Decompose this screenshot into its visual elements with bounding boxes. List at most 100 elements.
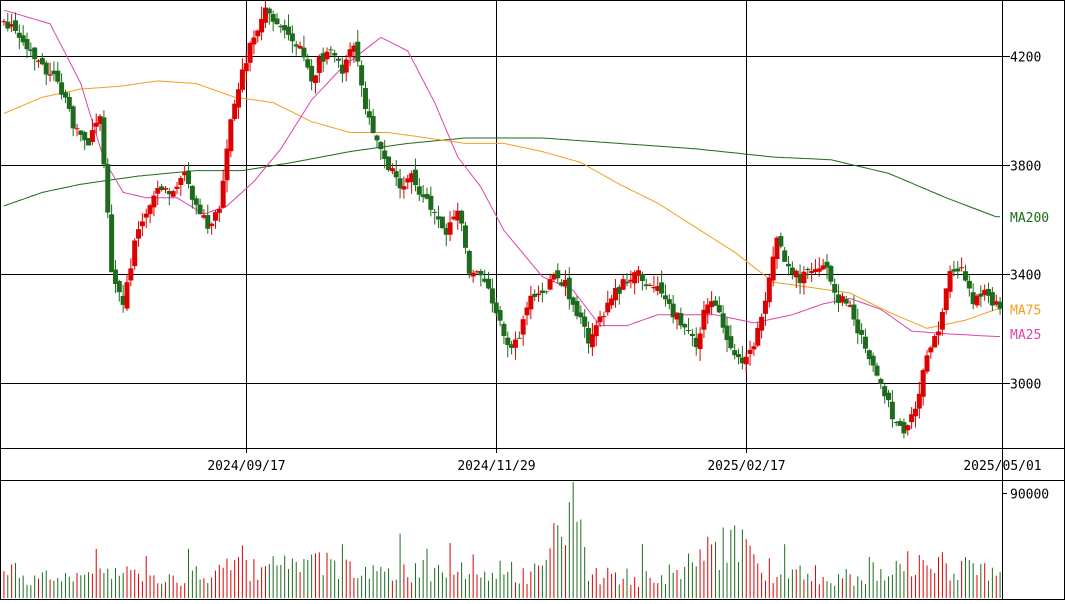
candle-body — [120, 295, 126, 305]
candle-body — [9, 24, 15, 27]
candle-body — [786, 263, 792, 267]
candle-body — [636, 270, 642, 276]
candle-body — [286, 26, 292, 35]
candle-body — [612, 287, 618, 301]
candle-body — [216, 208, 222, 213]
candle-body — [620, 279, 626, 290]
date-tick-label: 2025/02/17 — [707, 459, 785, 474]
candle-body — [209, 223, 215, 226]
candle-body — [16, 32, 22, 38]
candle-body — [466, 250, 472, 274]
candle-body — [301, 47, 307, 58]
candle-body — [562, 279, 568, 287]
candle-body — [836, 294, 842, 303]
candle-body — [732, 350, 738, 356]
candle-body — [482, 278, 488, 282]
candle-body — [420, 194, 426, 197]
candle-body — [524, 307, 530, 316]
candle-body — [882, 386, 888, 397]
candle-body — [297, 45, 303, 49]
candle-body — [28, 49, 34, 52]
price-tick-label: 4200 — [1010, 51, 1041, 66]
candle-body — [347, 49, 353, 58]
candlestick-layer — [1, 0, 1003, 439]
candle-body — [189, 185, 195, 200]
candle-body — [12, 20, 18, 31]
volume-tick-label: 90000 — [1010, 488, 1049, 503]
candle-body — [647, 284, 653, 286]
candle-body — [605, 302, 611, 313]
candle-body — [166, 191, 172, 195]
candle-body — [901, 422, 907, 434]
candle-body — [78, 130, 84, 135]
candle-body — [693, 337, 699, 348]
candle-body — [736, 354, 742, 358]
candle-body — [359, 65, 365, 86]
candle-body — [909, 414, 915, 423]
candle-body — [797, 273, 803, 284]
candle-body — [793, 270, 799, 278]
candle-body — [370, 115, 376, 133]
candle-body — [951, 269, 957, 272]
candle-body — [870, 355, 876, 366]
candle-body — [924, 355, 930, 372]
candle-body — [343, 59, 349, 73]
legend-ma200: MA200 — [1010, 211, 1049, 226]
candle-body — [505, 337, 511, 346]
candle-body — [405, 178, 411, 183]
candle-body — [874, 365, 880, 376]
candle-body — [201, 215, 207, 218]
candle-body — [278, 25, 284, 28]
candle-body — [159, 186, 165, 191]
candle-body — [336, 58, 342, 61]
candle-body — [593, 325, 599, 337]
candle-body — [409, 173, 415, 183]
candle-body — [182, 172, 188, 176]
candle-body — [728, 336, 734, 349]
candle-body — [701, 309, 707, 330]
candle-body — [324, 51, 330, 60]
candle-body — [389, 168, 395, 172]
candle-body — [993, 301, 999, 305]
candle-body — [570, 297, 576, 305]
candle-body — [212, 212, 218, 221]
candle-body — [655, 286, 661, 291]
candle-body — [878, 379, 884, 384]
candle-body — [759, 316, 765, 331]
candle-body — [397, 178, 403, 189]
candle-body — [151, 195, 157, 208]
candle-body — [755, 327, 761, 346]
candle-body — [136, 229, 142, 239]
candle-body — [74, 128, 80, 130]
candle-body — [243, 63, 249, 72]
candle-body — [162, 188, 168, 190]
candle-body — [862, 336, 868, 349]
candle-body — [270, 14, 276, 22]
candle-body — [751, 346, 757, 350]
candle-body — [905, 425, 911, 431]
candle-body — [639, 273, 645, 282]
candle-body — [916, 393, 922, 409]
candle-body — [424, 193, 430, 199]
candle-body — [609, 298, 615, 306]
candle-body — [86, 138, 92, 146]
candle-body — [859, 330, 865, 335]
candle-body — [447, 222, 453, 235]
candle-body — [624, 281, 630, 284]
candle-body — [436, 216, 442, 220]
candle-body — [378, 142, 384, 149]
candle-body — [239, 69, 245, 90]
candle-body — [559, 282, 565, 286]
candle-body — [589, 334, 595, 348]
candle-body — [1, 21, 7, 23]
candle-body — [843, 299, 849, 304]
candle-body — [328, 49, 334, 51]
candle-body — [89, 130, 95, 143]
candle-body — [978, 293, 984, 297]
candle-body — [551, 274, 557, 280]
candle-body — [532, 293, 538, 297]
candle-body — [962, 271, 968, 281]
date-tick-label: 2025/05/01 — [963, 459, 1041, 474]
candle-body — [716, 305, 722, 313]
volume-layer — [3, 482, 1001, 598]
